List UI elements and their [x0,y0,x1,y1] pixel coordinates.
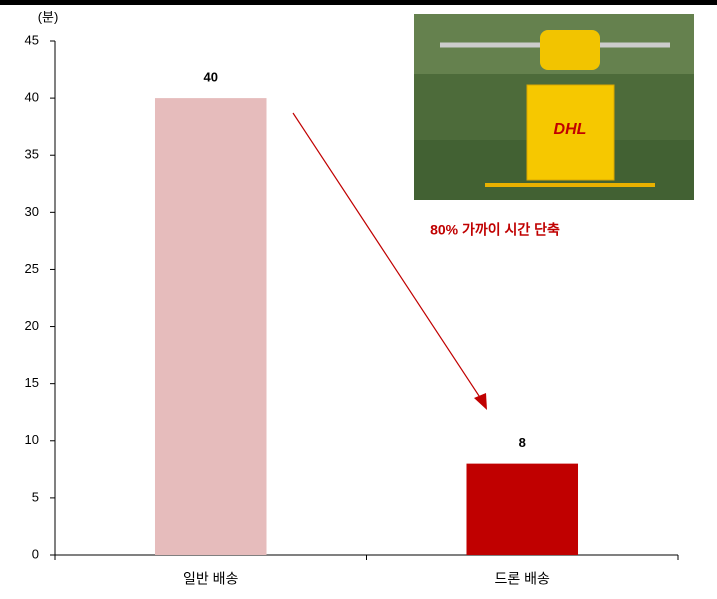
top-bar [0,0,717,5]
y-tick-label: 10 [25,432,39,447]
y-tick-label: 20 [25,318,39,333]
chart: DHL (분) 80% 가까이 시간 단축 0 5 10 15 20 25 30 35 40 45… [0,0,717,599]
y-tick-label: 25 [25,261,39,276]
bar [466,464,578,555]
y-tick-label: 30 [25,204,39,219]
y-tick-label: 15 [25,375,39,390]
x-tick-label: 일반 배송 [183,571,239,587]
y-tick-label: 40 [25,90,39,105]
x-tick-label: 드론 배송 [495,571,551,587]
drone-photo: DHL [414,14,694,200]
svg-text:DHL: DHL [554,121,587,138]
page: DHL (분) 80% 가까이 시간 단축 0 5 10 15 20 25 30 35 40 45… [0,0,717,599]
y-tick-label: 45 [25,32,39,47]
arrow-head [474,393,487,410]
value-label: 8 [519,435,526,450]
y-tick-label: 5 [32,489,39,504]
y-tick-label: 35 [25,147,39,162]
value-label: 40 [204,70,218,85]
y-axis-label: (분) [38,9,59,24]
y-tick-label: 0 [32,546,39,561]
annotation: 80% 가까이 시간 단축 [430,222,560,238]
bar [155,98,267,555]
